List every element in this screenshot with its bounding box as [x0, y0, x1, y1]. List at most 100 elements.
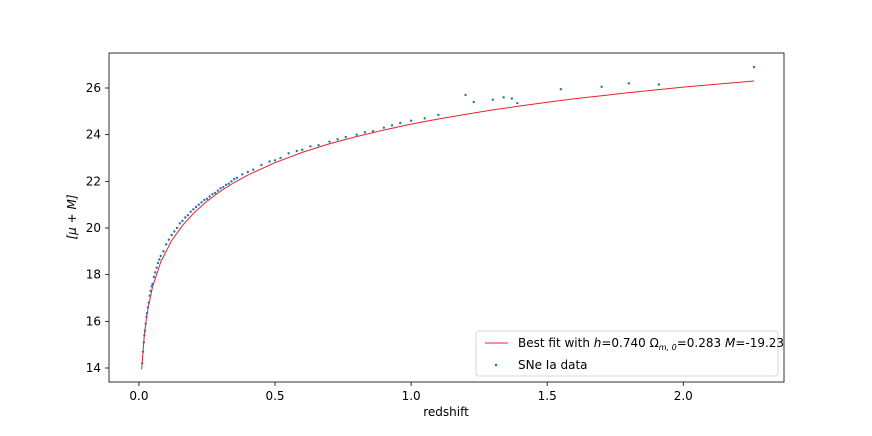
legend: Best fit with h=0.740 Ωm, 0=0.283 M=-19.…	[475, 330, 784, 377]
data-point	[235, 176, 239, 180]
data-point	[309, 145, 312, 148]
data-point	[752, 65, 756, 69]
data-point	[295, 149, 298, 153]
data-point	[600, 85, 603, 89]
data-point	[186, 213, 190, 217]
data-point	[143, 334, 146, 337]
legend-fit-M-symbol: M	[725, 336, 736, 350]
data-point	[145, 315, 148, 318]
data-point	[252, 168, 255, 171]
data-point	[149, 289, 152, 293]
y-axis-label: [μ + M]	[65, 194, 79, 239]
data-point	[510, 97, 514, 100]
legend-fit-h-symbol: h	[594, 336, 602, 350]
x-axis-ticks: 0.0 0.5 1.0 1.5 2.0	[129, 382, 693, 403]
data-point	[260, 163, 263, 167]
plot-background	[109, 53, 784, 382]
data-point	[192, 208, 195, 211]
x-tick-label: 1.0	[402, 389, 421, 403]
x-tick-label: 0.0	[129, 389, 148, 403]
data-point	[472, 100, 475, 104]
y-tick-label: 24	[86, 128, 101, 142]
data-point	[151, 282, 154, 286]
data-point	[657, 83, 660, 86]
data-point	[464, 93, 467, 97]
data-point	[173, 230, 176, 233]
y-tick-label: 16	[86, 314, 101, 328]
data-point	[150, 285, 153, 288]
x-axis-label: redshift	[423, 405, 469, 419]
data-point	[317, 143, 320, 147]
data-point	[159, 254, 162, 258]
data-point	[194, 205, 198, 209]
y-tick-label: 22	[86, 174, 101, 188]
data-point	[437, 113, 440, 117]
data-point	[279, 156, 282, 160]
data-point	[355, 133, 358, 136]
data-point	[164, 243, 168, 246]
data-point	[246, 170, 250, 174]
data-point	[158, 258, 161, 261]
legend-fit-omega-sub: m, 0	[659, 343, 677, 352]
data-point	[178, 222, 181, 225]
data-point	[205, 197, 209, 201]
data-point	[145, 311, 149, 315]
legend-box	[475, 330, 779, 377]
legend-fit-omega-symbol: Ω	[650, 336, 659, 350]
data-point	[390, 124, 394, 127]
data-point	[189, 210, 192, 213]
data-point	[224, 183, 228, 187]
data-point	[491, 98, 494, 101]
data-point	[233, 177, 236, 181]
data-point	[184, 216, 187, 219]
data-point	[200, 201, 203, 204]
data-point	[336, 138, 339, 141]
plot-frame	[108, 52, 785, 383]
data-point	[559, 87, 563, 91]
data-point	[208, 195, 211, 198]
data-point	[344, 135, 347, 139]
y-tick-label: 26	[86, 81, 101, 95]
data-point	[216, 189, 220, 192]
data-point	[147, 301, 150, 304]
data-point	[181, 219, 184, 223]
x-tick-label: 1.5	[538, 389, 557, 403]
data-point	[155, 266, 158, 269]
legend-fit-h-value: =0.740	[601, 336, 649, 350]
data-point	[230, 180, 233, 183]
data-point	[141, 362, 144, 365]
data-point	[162, 250, 165, 253]
data-point	[399, 121, 402, 125]
data-point	[222, 185, 225, 189]
data-point	[152, 275, 156, 279]
data-point	[170, 233, 173, 237]
data-point	[167, 238, 171, 241]
data-point	[301, 148, 304, 152]
data-point	[502, 96, 505, 99]
data-point	[268, 160, 271, 163]
legend-fit-label: Best fit with h=0.740 Ωm, 0=0.283 M=-19.…	[518, 336, 784, 352]
data-point	[241, 173, 244, 176]
data-point	[143, 329, 147, 332]
data-point	[423, 117, 426, 120]
data-point	[627, 82, 631, 85]
data-point	[227, 182, 230, 185]
x-tick-label: 2.0	[674, 389, 693, 403]
data-point	[203, 198, 206, 202]
scatter-layer	[141, 65, 756, 365]
data-point	[148, 294, 152, 297]
data-point	[141, 350, 145, 353]
fit-line-layer	[141, 80, 755, 370]
data-point	[144, 322, 147, 325]
data-point	[273, 159, 277, 162]
data-point	[213, 191, 217, 195]
legend-fit-omega-value: =0.283	[677, 336, 725, 350]
legend-fit-M-value: =-19.23	[735, 336, 784, 350]
data-point	[219, 187, 222, 190]
data-point	[382, 126, 386, 129]
legend-data-swatch	[494, 363, 498, 367]
data-point	[175, 226, 179, 230]
x-tick-label: 0.5	[265, 389, 284, 403]
fit-line	[141, 80, 755, 370]
